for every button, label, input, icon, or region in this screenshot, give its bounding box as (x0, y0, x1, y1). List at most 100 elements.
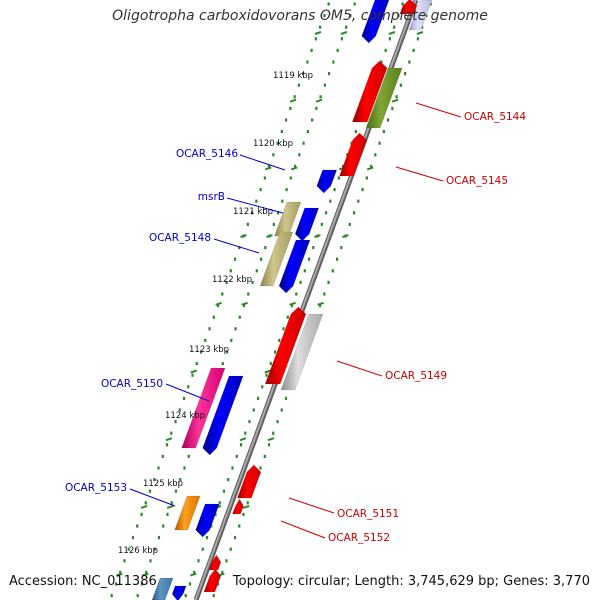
tick-dot (399, 83, 402, 87)
tick-dot (273, 350, 277, 354)
tick-dot (331, 269, 334, 273)
gene-ocar-5150-pink (181, 367, 226, 449)
tick-dot (235, 454, 238, 458)
tick-dot (251, 280, 254, 284)
tick-dot (263, 454, 266, 458)
tick-dot (214, 512, 217, 516)
tick-dot (393, 25, 396, 29)
leader-ocar-5152 (280, 520, 326, 539)
tick-dot (153, 547, 156, 551)
tick-dot (225, 559, 228, 563)
tick-dash (267, 437, 275, 442)
tick-dot (354, 130, 357, 134)
tick-dot (340, 246, 343, 250)
tick-dot (127, 547, 130, 551)
gene-ocar-5149-red (264, 306, 307, 385)
gene-ocar-5144-red (351, 60, 388, 123)
tick-dot (340, 37, 343, 41)
tick-dash (240, 234, 247, 239)
tick-dot (329, 199, 332, 203)
tick-dot (269, 362, 272, 366)
tick-dot (244, 431, 247, 435)
tick-dot (212, 315, 215, 319)
tick-dot (184, 594, 187, 598)
tick-dash (314, 31, 322, 35)
tick-dot (333, 188, 336, 192)
tick-dot (221, 292, 224, 296)
tick-dot (110, 594, 113, 598)
leader-msrb (226, 197, 284, 214)
tick-dot (365, 176, 368, 180)
tick-dot (238, 524, 241, 528)
tick-dot (295, 292, 298, 296)
tick-dot (212, 594, 215, 598)
tick-dot (319, 25, 322, 29)
tick-dot (285, 118, 288, 122)
leader-lines (129, 102, 462, 539)
tick-dot (222, 489, 226, 493)
tick-dot (289, 176, 292, 180)
tick-dot (369, 164, 373, 168)
tick-dot (187, 454, 190, 458)
tick-dot (404, 72, 407, 76)
tick-dot (302, 72, 305, 76)
gene-ocar-5151 (236, 464, 262, 499)
gene-features (151, 0, 433, 600)
tick-dot (265, 373, 268, 377)
tick-dot (374, 153, 377, 157)
tick-dash (215, 301, 222, 306)
tick-dot (136, 594, 139, 598)
tick-dash (342, 234, 349, 239)
tick-dot (250, 211, 254, 215)
tick-dot (311, 118, 314, 122)
tick-dot (357, 199, 360, 203)
kbp-tick-labels: 1119 kbp 1120 kbp 1121 kbp 1122 kbp 1123… (118, 71, 313, 556)
gene-ocar-5150-blue (202, 375, 244, 456)
tick-dot (248, 420, 251, 424)
leader-ocar-5145 (395, 166, 444, 182)
tick-dot (140, 582, 144, 586)
tick-dot (246, 501, 249, 505)
tick-dot (259, 188, 262, 192)
tick-dot (178, 408, 181, 412)
tick-dot (272, 153, 275, 157)
tick-dot (199, 350, 203, 354)
kbp-tick-1119: 1119 kbp (273, 71, 313, 81)
gene-label-ocar-5150: OCAR_5150 (101, 378, 163, 390)
tick-dot (144, 501, 147, 505)
tick-dot (303, 269, 306, 273)
tick-dot (255, 199, 258, 203)
tick-dash (340, 31, 348, 35)
tick-dot (285, 188, 288, 192)
tick-dot (412, 48, 415, 52)
tick-dot (352, 211, 356, 215)
tick-dot (179, 478, 182, 482)
tick-dash (416, 31, 424, 35)
tick-dash (289, 98, 297, 103)
tick-dot (307, 257, 311, 261)
tick-dot (324, 211, 328, 215)
tick-dot (280, 130, 283, 134)
tick-dot (256, 396, 260, 400)
tick-dot (332, 60, 335, 64)
tick-dot (234, 327, 237, 331)
kbp-tick-1122: 1122 kbp (212, 275, 252, 285)
tick-dash (314, 234, 321, 239)
gene-label-msrb: msrB (198, 191, 225, 203)
tick-dot (246, 222, 249, 226)
tick-dot (182, 396, 186, 400)
tick-dot (170, 431, 173, 435)
tick-dot (225, 350, 229, 354)
tick-dot (183, 466, 186, 470)
tick-dot (293, 95, 296, 99)
tick-dot (233, 536, 237, 540)
tick-dash (264, 369, 272, 374)
tick-dot (298, 153, 301, 157)
genome-summary-text: Topology: circular; Length: 3,745,629 bp… (232, 574, 590, 589)
leader-ocar-5148 (213, 238, 260, 254)
tick-dot (281, 199, 284, 203)
tick-dot (191, 373, 194, 377)
tick-dot (267, 443, 271, 447)
tick-dash (264, 166, 272, 171)
